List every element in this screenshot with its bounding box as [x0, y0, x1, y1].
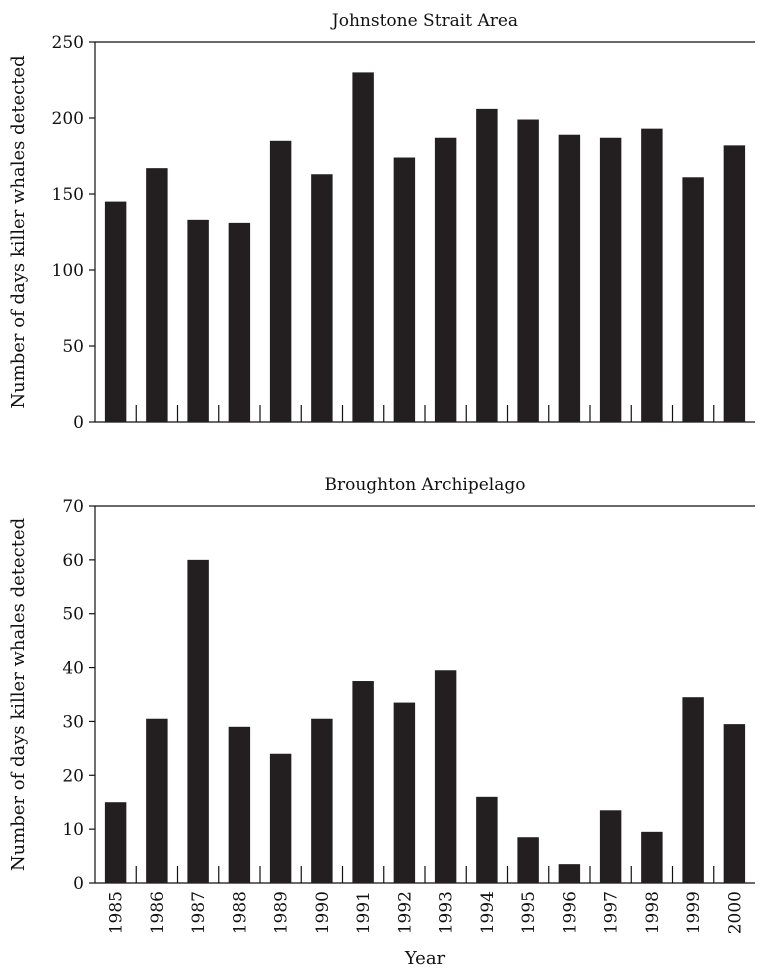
- bar-johnstone-1999: [682, 177, 704, 422]
- chart-title-broughton: Broughton Archipelago: [325, 475, 526, 495]
- bar-broughton-1997: [599, 810, 622, 883]
- bar-broughton-1986: [146, 718, 168, 883]
- y-tick-label-johnstone-250: 250: [52, 33, 84, 53]
- bar-broughton-1985: [104, 802, 127, 883]
- x-tick-label-1985: 1985: [107, 891, 127, 934]
- x-tick-label-1991: 1991: [354, 891, 374, 934]
- bar-broughton-1995: [517, 837, 539, 883]
- bar-broughton-1993: [434, 670, 457, 883]
- y-tick-label-johnstone-200: 200: [52, 109, 84, 129]
- y-axis-label-broughton: Number of days killer whales detected: [8, 518, 29, 871]
- x-tick-label-1998: 1998: [643, 891, 663, 934]
- x-tick-label-1989: 1989: [272, 891, 292, 934]
- bar-johnstone-1989: [269, 140, 292, 423]
- bar-broughton-1998: [641, 831, 663, 883]
- bar-johnstone-1991: [352, 72, 374, 423]
- x-tick-label-1999: 1999: [684, 891, 704, 934]
- x-axis-label: Year: [404, 948, 446, 969]
- x-tick-label-1987: 1987: [189, 891, 209, 934]
- bar-broughton-1999: [682, 697, 704, 883]
- bar-broughton-2000: [723, 724, 746, 883]
- bar-johnstone-1997: [599, 137, 622, 422]
- bar-broughton-1990: [311, 718, 333, 883]
- bar-johnstone-1992: [393, 157, 416, 422]
- y-tick-label-broughton-40: 40: [62, 659, 84, 679]
- bar-broughton-1994: [476, 796, 498, 883]
- y-tick-label-broughton-70: 70: [62, 497, 84, 517]
- bar-broughton-1988: [228, 726, 251, 883]
- y-tick-label-johnstone-0: 0: [73, 413, 84, 433]
- bar-johnstone-1986: [146, 168, 168, 422]
- x-tick-label-1988: 1988: [230, 891, 250, 934]
- bar-johnstone-1994: [476, 108, 498, 422]
- x-tick-label-2000: 2000: [725, 891, 745, 934]
- y-tick-label-broughton-10: 10: [62, 820, 84, 840]
- bar-johnstone-1985: [104, 201, 127, 422]
- x-tick-label-1993: 1993: [437, 891, 457, 934]
- bar-johnstone-1988: [228, 222, 251, 422]
- bar-broughton-1992: [393, 702, 416, 883]
- bar-broughton-1987: [187, 559, 209, 883]
- bar-johnstone-1993: [434, 137, 457, 422]
- bar-johnstone-1995: [517, 119, 539, 423]
- y-tick-label-broughton-30: 30: [62, 712, 84, 732]
- x-tick-label-1994: 1994: [478, 891, 498, 934]
- y-tick-label-broughton-0: 0: [73, 874, 84, 894]
- bar-broughton-1989: [269, 753, 292, 883]
- y-tick-label-broughton-20: 20: [62, 766, 84, 786]
- x-tick-label-1996: 1996: [560, 891, 580, 934]
- y-axis-label-johnstone: Number of days killer whales detected: [8, 55, 29, 408]
- x-tick-label-1986: 1986: [148, 891, 168, 934]
- bar-johnstone-1990: [311, 174, 333, 422]
- y-tick-label-johnstone-150: 150: [52, 185, 84, 205]
- x-tick-label-1997: 1997: [602, 891, 622, 934]
- bar-johnstone-1996: [558, 134, 581, 422]
- bar-johnstone-2000: [723, 145, 746, 423]
- bar-johnstone-1998: [641, 128, 663, 422]
- x-tick-label-1992: 1992: [395, 891, 415, 934]
- y-tick-label-johnstone-50: 50: [62, 337, 84, 357]
- bar-johnstone-1987: [187, 219, 209, 422]
- bar-broughton-1996: [558, 864, 581, 883]
- bar-broughton-1991: [352, 681, 374, 883]
- chart-title-johnstone: Johnstone Strait Area: [330, 11, 518, 31]
- x-tick-label-1990: 1990: [313, 891, 333, 934]
- x-tick-label-1995: 1995: [519, 891, 539, 934]
- y-tick-label-broughton-60: 60: [62, 551, 84, 571]
- y-tick-label-broughton-50: 50: [62, 605, 84, 625]
- y-tick-label-johnstone-100: 100: [52, 261, 84, 281]
